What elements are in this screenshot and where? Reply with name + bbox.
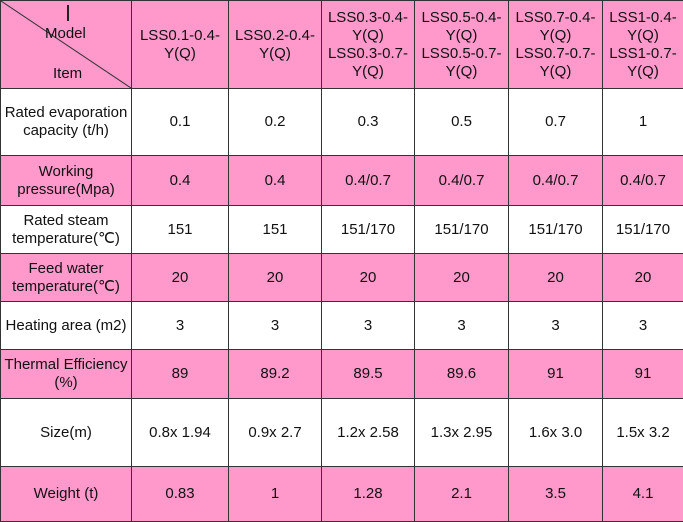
table-cell: 3 (132, 302, 229, 350)
table-cell: 91 (603, 350, 683, 399)
table-cell: 0.4/0.7 (322, 156, 415, 206)
table-cell: 1 (229, 467, 322, 522)
table-cell: 1.28 (322, 467, 415, 522)
table-cell: 0.3 (322, 89, 415, 156)
table-cell: 0.4 (229, 156, 322, 206)
table-cell: 89.6 (415, 350, 509, 399)
row-label: Rated evaporation capacity (t/h) (1, 89, 132, 156)
table-cell: 0.2 (229, 89, 322, 156)
table-cell: 20 (509, 254, 603, 302)
model-header: LSS0.7-0.4-Y(Q) LSS0.7-0.7-Y(Q) (509, 1, 603, 89)
row-label: Thermal Efficiency (%) (1, 350, 132, 399)
table-cell: 151/170 (509, 206, 603, 254)
item-label: Item (53, 65, 82, 83)
model-label: Model (45, 25, 86, 43)
table-cell: 0.8x 1.94 (132, 399, 229, 467)
table-cell: 20 (132, 254, 229, 302)
table-cell: 4.1 (603, 467, 683, 522)
table-cell: 3 (603, 302, 683, 350)
table-cell: 0.1 (132, 89, 229, 156)
table-cell: 0.5 (415, 89, 509, 156)
table-cell: 151 (132, 206, 229, 254)
table-cell: 151/170 (322, 206, 415, 254)
table-cell: 3 (322, 302, 415, 350)
table-cell: 3.5 (509, 467, 603, 522)
model-header: LSS0.5-0.4-Y(Q) LSS0.5-0.7-Y(Q) (415, 1, 509, 89)
row-label: Heating area (m2) (1, 302, 132, 350)
header-corner-cell: Model Item (1, 1, 132, 89)
table-cell: 1.3x 2.95 (415, 399, 509, 467)
table-cell: 3 (415, 302, 509, 350)
model-header: LSS0.1-0.4-Y(Q) (132, 1, 229, 89)
row-label: Working pressure(Mpa) (1, 156, 132, 206)
table-cell: 151/170 (603, 206, 683, 254)
table-cell: 151/170 (415, 206, 509, 254)
text-cursor-mark (67, 5, 69, 21)
table-cell: 2.1 (415, 467, 509, 522)
table-cell: 20 (322, 254, 415, 302)
table-cell: 0.83 (132, 467, 229, 522)
table-cell: 20 (603, 254, 683, 302)
table-cell: 89 (132, 350, 229, 399)
table-cell: 0.4/0.7 (415, 156, 509, 206)
row-label: Weight (t) (1, 467, 132, 522)
table-cell: 3 (509, 302, 603, 350)
table-cell: 1.6x 3.0 (509, 399, 603, 467)
table-cell: 89.2 (229, 350, 322, 399)
model-header: LSS0.3-0.4-Y(Q) LSS0.3-0.7-Y(Q) (322, 1, 415, 89)
table-cell: 0.4/0.7 (603, 156, 683, 206)
table-cell: 0.7 (509, 89, 603, 156)
table-cell: 0.9x 2.7 (229, 399, 322, 467)
row-label: Size(m) (1, 399, 132, 467)
table-cell: 151 (229, 206, 322, 254)
table-cell: 3 (229, 302, 322, 350)
table-cell: 1.2x 2.58 (322, 399, 415, 467)
table-cell: 91 (509, 350, 603, 399)
table-cell: 1.5x 3.2 (603, 399, 683, 467)
model-header: LSS1-0.4-Y(Q) LSS1-0.7-Y(Q) (603, 1, 683, 89)
table-cell: 1 (603, 89, 683, 156)
row-label: Feed water temperature(℃) (1, 254, 132, 302)
table-cell: 0.4/0.7 (509, 156, 603, 206)
table-cell: 20 (229, 254, 322, 302)
table-cell: 20 (415, 254, 509, 302)
header-row: Model Item LSS0.1-0.4-Y(Q) LSS0.2-0.4-Y(… (1, 1, 683, 89)
table-cell: 89.5 (322, 350, 415, 399)
table-cell: 0.4 (132, 156, 229, 206)
model-header: LSS0.2-0.4-Y(Q) (229, 1, 322, 89)
row-label: Rated steam temperature(℃) (1, 206, 132, 254)
